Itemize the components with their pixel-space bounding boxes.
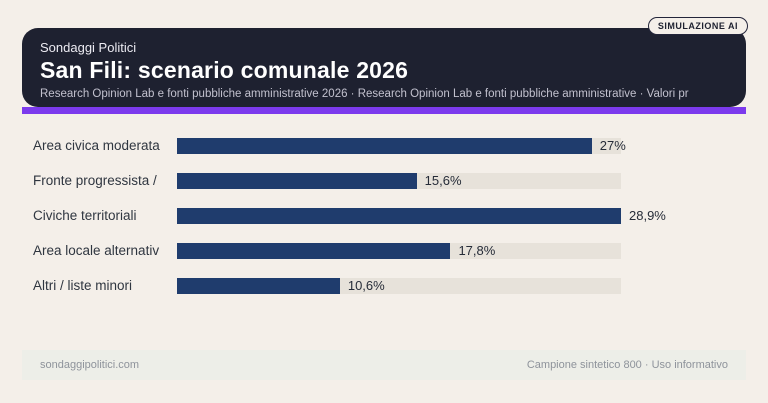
chart-row: Area locale alternativ 17,8% [33,233,743,268]
chart-row: Civiche territoriali 28,9% [33,198,743,233]
bar-fill [177,137,592,154]
category-label: Altri / liste minori [33,278,133,293]
value-label: 17,8% [458,243,496,258]
bar-chart: Area civica moderata 27% Fronte progressis… [33,128,743,303]
ai-simulation-badge: SIMULAZIONE AI [647,17,748,35]
bar-track: 27% [177,137,626,154]
chart-row: Area civica moderata 27% [33,128,743,163]
bar-track: 15,6% [177,172,621,189]
category-label: Area civica moderata [33,138,160,153]
bar-track: 28,9% [177,207,666,224]
chart-row: Fronte progressista / 15,6% [33,163,743,198]
accent-divider [22,107,746,114]
value-label: 27% [599,138,626,153]
bar-fill [177,172,417,189]
footer-note: Campione sintetico 800 · Uso informativo [526,359,728,371]
footer-site: sondaggipolitici.com [40,359,140,371]
bar-fill [177,277,340,294]
header-card: Sondaggi Politici San Fili: scenario com… [22,28,746,107]
footer-bar: sondaggipolitici.com Campione sintetico … [22,350,746,380]
brand-kicker: Sondaggi Politici [40,40,137,55]
chart-subtitle: Research Opinion Lab e fonti pubbliche a… [40,88,689,100]
category-label: Civiche territoriali [33,208,137,223]
page-title: San Fili: scenario comunale 2026 [40,57,409,83]
bar-fill [177,207,621,224]
bar-track: 17,8% [177,242,621,259]
value-label: 28,9% [629,208,666,223]
value-label: 15,6% [424,173,462,188]
category-label: Area locale alternativ [33,243,160,258]
chart-row: Altri / liste minori 10,6% [33,268,743,303]
bar-track: 10,6% [177,277,621,294]
category-label: Fronte progressista / [33,173,157,188]
value-label: 10,6% [347,278,385,293]
bar-fill [177,242,451,259]
